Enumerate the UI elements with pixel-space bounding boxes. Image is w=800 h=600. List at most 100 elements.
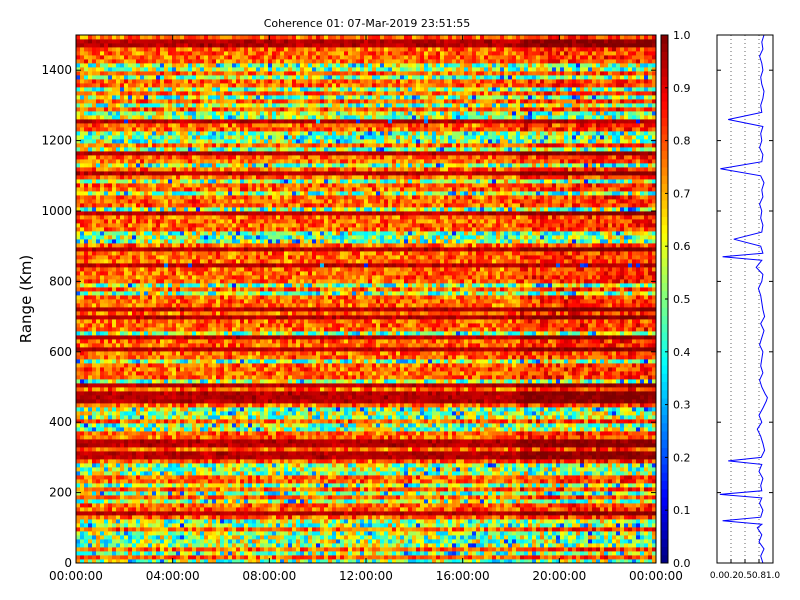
- heatmap-cell: [180, 431, 185, 436]
- heatmap-cell: [112, 455, 117, 460]
- heatmap-cell: [256, 479, 261, 484]
- heatmap-cell: [144, 451, 149, 456]
- heatmap-cell: [360, 451, 365, 456]
- heatmap-cell: [200, 475, 205, 480]
- heatmap-cell: [356, 543, 361, 548]
- heatmap-cell: [212, 555, 217, 560]
- heatmap-cell: [432, 503, 437, 508]
- heatmap-cell: [416, 531, 421, 536]
- heatmap-cell: [384, 451, 389, 456]
- heatmap-cell: [272, 483, 277, 488]
- heatmap-cell: [252, 471, 257, 476]
- heatmap-cell: [304, 487, 309, 492]
- heatmap-cell: [464, 439, 469, 444]
- heatmap-cell: [556, 467, 561, 472]
- heatmap-cell: [412, 451, 417, 456]
- heatmap-cell: [480, 535, 485, 540]
- heatmap-cell: [344, 503, 349, 508]
- heatmap-cell: [424, 451, 429, 456]
- heatmap-cell: [124, 555, 129, 560]
- heatmap-cell: [100, 455, 105, 460]
- heatmap-cell: [184, 503, 189, 508]
- heatmap-cell: [536, 495, 541, 500]
- heatmap-cell: [272, 507, 277, 512]
- heatmap-cell: [520, 467, 525, 472]
- heatmap-cell: [312, 511, 317, 516]
- heatmap-cell: [536, 499, 541, 504]
- heatmap-cell: [264, 555, 269, 560]
- heatmap-cell: [164, 555, 169, 560]
- heatmap-cell: [236, 539, 241, 544]
- heatmap-cell: [360, 523, 365, 528]
- heatmap-cell: [632, 463, 637, 468]
- heatmap-cell: [144, 435, 149, 440]
- heatmap-cell: [160, 451, 165, 456]
- heatmap-cell: [260, 435, 265, 440]
- heatmap-cell: [536, 551, 541, 556]
- heatmap-cell: [92, 515, 97, 520]
- heatmap-cell: [620, 455, 625, 460]
- heatmap-cell: [512, 471, 517, 476]
- heatmap-cell: [496, 471, 501, 476]
- heatmap-cell: [448, 475, 453, 480]
- heatmap-cell: [188, 511, 193, 516]
- heatmap-cell: [300, 555, 305, 560]
- heatmap-cell: [128, 503, 133, 508]
- heatmap-cell: [148, 491, 153, 496]
- heatmap-cell: [628, 555, 633, 560]
- heatmap-cell: [288, 427, 293, 432]
- heatmap-cell: [332, 479, 337, 484]
- heatmap-cell: [240, 503, 245, 508]
- heatmap-cell: [304, 507, 309, 512]
- heatmap-cell: [328, 431, 333, 436]
- heatmap-cell: [572, 523, 577, 528]
- heatmap-cell: [332, 439, 337, 444]
- heatmap-cell: [208, 483, 213, 488]
- heatmap-cell: [76, 555, 81, 560]
- heatmap-cell: [268, 535, 273, 540]
- heatmap-cell: [440, 519, 445, 524]
- heatmap-cell: [468, 427, 473, 432]
- heatmap-cell: [596, 431, 601, 436]
- heatmap-cell: [372, 451, 377, 456]
- heatmap-cell: [480, 523, 485, 528]
- heatmap-cell: [296, 459, 301, 464]
- heatmap-cell: [456, 547, 461, 552]
- heatmap-cell: [316, 551, 321, 556]
- heatmap-cell: [336, 479, 341, 484]
- heatmap-cell: [248, 427, 253, 432]
- heatmap-cell: [148, 447, 153, 452]
- heatmap-cell: [188, 423, 193, 428]
- heatmap-cell: [444, 427, 449, 432]
- heatmap-cell: [600, 551, 605, 556]
- heatmap-cell: [524, 439, 529, 444]
- heatmap-cell: [236, 423, 241, 428]
- heatmap-cell: [252, 559, 257, 564]
- heatmap-cell: [76, 499, 81, 504]
- heatmap-cell: [340, 543, 345, 548]
- heatmap-cell: [396, 439, 401, 444]
- heatmap-cell: [212, 519, 217, 524]
- heatmap-cell: [348, 451, 353, 456]
- heatmap-cell: [328, 547, 333, 552]
- heatmap-cell: [160, 547, 165, 552]
- heatmap-cell: [564, 443, 569, 448]
- heatmap-cell: [280, 483, 285, 488]
- heatmap-cell: [288, 515, 293, 520]
- heatmap-cell: [108, 475, 113, 480]
- heatmap-cell: [288, 535, 293, 540]
- heatmap-cell: [444, 507, 449, 512]
- heatmap-cell: [468, 487, 473, 492]
- heatmap-cell: [372, 511, 377, 516]
- heatmap-cell: [88, 443, 93, 448]
- heatmap-cell: [564, 459, 569, 464]
- heatmap-cell: [472, 547, 477, 552]
- heatmap-cell: [168, 527, 173, 532]
- heatmap-cell: [120, 551, 125, 556]
- heatmap-cell: [260, 559, 265, 564]
- heatmap-cell: [244, 459, 249, 464]
- heatmap-cell: [336, 539, 341, 544]
- heatmap-cell: [80, 439, 85, 444]
- heatmap-cell: [176, 523, 181, 528]
- heatmap-cell: [556, 543, 561, 548]
